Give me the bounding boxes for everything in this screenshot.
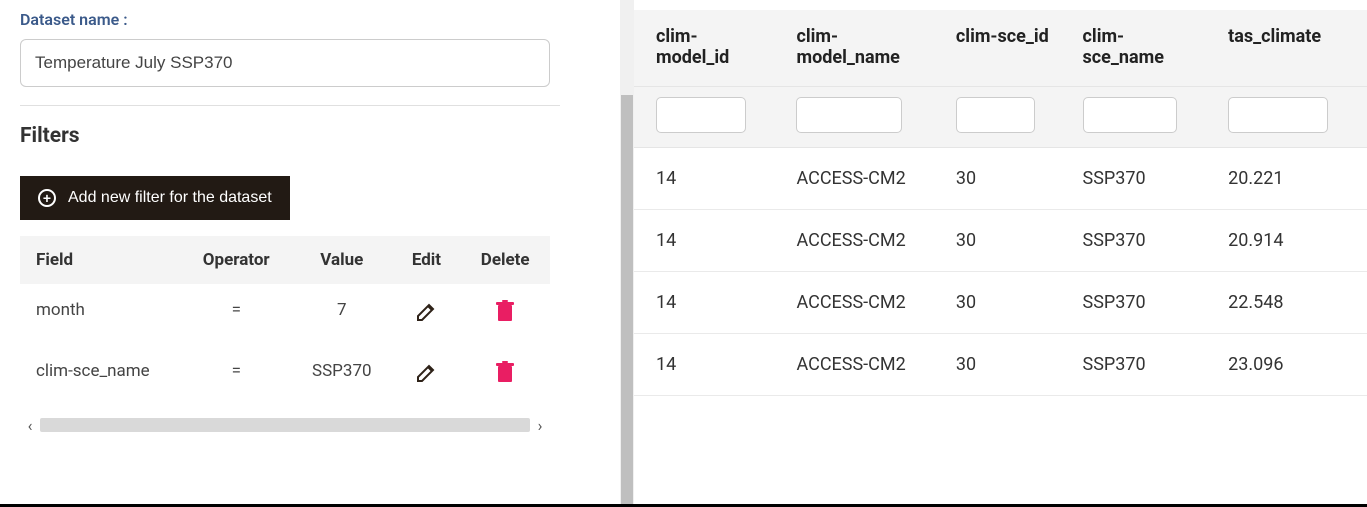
add-filter-label: Add new filter for the dataset [68, 189, 272, 207]
data-th: clim-model_id [634, 10, 782, 87]
data-cell: SSP370 [1069, 148, 1215, 210]
filter-operator: = [181, 345, 291, 406]
column-filter-input[interactable] [796, 97, 901, 133]
filter-value: SSP370 [291, 345, 392, 406]
filters-th-edit: Edit [393, 236, 461, 284]
filters-th-delete: Delete [460, 236, 550, 284]
edit-icon[interactable] [414, 361, 438, 385]
data-cell: 30 [942, 148, 1069, 210]
data-cell: 14 [634, 148, 782, 210]
scroll-track[interactable] [40, 418, 530, 432]
edit-icon[interactable] [414, 300, 438, 324]
data-cell: 14 [634, 334, 782, 396]
column-filter-input[interactable] [1228, 97, 1328, 133]
data-th: clim-sce_name [1069, 10, 1215, 87]
data-row: 14ACCESS-CM230SSP37020.914 [634, 210, 1367, 272]
data-row: 14ACCESS-CM230SSP37022.548 [634, 272, 1367, 334]
data-cell: 14 [634, 210, 782, 272]
data-cell: 30 [942, 334, 1069, 396]
data-cell: 30 [942, 272, 1069, 334]
plus-icon: + [38, 189, 56, 207]
data-row: 14ACCESS-CM230SSP37023.096 [634, 334, 1367, 396]
filters-row: clim-sce_name = SSP370 [20, 345, 550, 406]
dataset-name-label: Dataset name : [20, 10, 600, 29]
filter-value: 7 [291, 284, 392, 345]
left-panel: Dataset name : Filters + Add new filter … [0, 0, 620, 507]
filters-heading: Filters [20, 124, 600, 148]
column-filter-input[interactable] [1083, 97, 1177, 133]
data-cell: ACCESS-CM2 [782, 272, 941, 334]
right-panel: clim-model_idclim-model_nameclim-sce_idc… [634, 0, 1367, 507]
scroll-right-arrow[interactable]: › [530, 414, 550, 436]
vertical-scrollbar-thumb[interactable] [621, 95, 633, 505]
data-th: clim-model_name [782, 10, 941, 87]
filters-row: month = 7 [20, 284, 550, 345]
data-row: 14ACCESS-CM230SSP37020.221 [634, 148, 1367, 210]
data-cell: 22.548 [1214, 272, 1367, 334]
data-cell: 30 [942, 210, 1069, 272]
scroll-left-arrow[interactable]: ‹ [20, 414, 40, 436]
add-filter-button[interactable]: + Add new filter for the dataset [20, 176, 290, 220]
filters-th-field: Field [20, 236, 181, 284]
filters-table: Field Operator Value Edit Delete month =… [20, 236, 550, 406]
data-cell: 23.096 [1214, 334, 1367, 396]
dataset-name-input[interactable] [20, 39, 550, 87]
filter-field: month [20, 284, 181, 345]
filters-th-value: Value [291, 236, 392, 284]
data-cell: ACCESS-CM2 [782, 334, 941, 396]
data-cell: 20.914 [1214, 210, 1367, 272]
trash-icon[interactable] [495, 361, 515, 383]
filter-field: clim-sce_name [20, 345, 181, 406]
data-cell: SSP370 [1069, 210, 1215, 272]
filter-operator: = [181, 284, 291, 345]
filters-th-operator: Operator [181, 236, 291, 284]
data-table: clim-model_idclim-model_nameclim-sce_idc… [634, 10, 1367, 396]
data-th: clim-sce_id [942, 10, 1069, 87]
data-cell: 20.221 [1214, 148, 1367, 210]
data-th: tas_climate [1214, 10, 1367, 87]
divider [20, 105, 560, 106]
trash-icon[interactable] [495, 300, 515, 322]
column-filter-input[interactable] [656, 97, 746, 133]
horizontal-scrollbar[interactable]: ‹ › [20, 414, 550, 436]
vertical-scrollbar[interactable] [620, 0, 634, 507]
data-cell: 14 [634, 272, 782, 334]
data-cell: SSP370 [1069, 334, 1215, 396]
column-filter-input[interactable] [956, 97, 1035, 133]
data-cell: ACCESS-CM2 [782, 148, 941, 210]
data-cell: SSP370 [1069, 272, 1215, 334]
data-cell: ACCESS-CM2 [782, 210, 941, 272]
